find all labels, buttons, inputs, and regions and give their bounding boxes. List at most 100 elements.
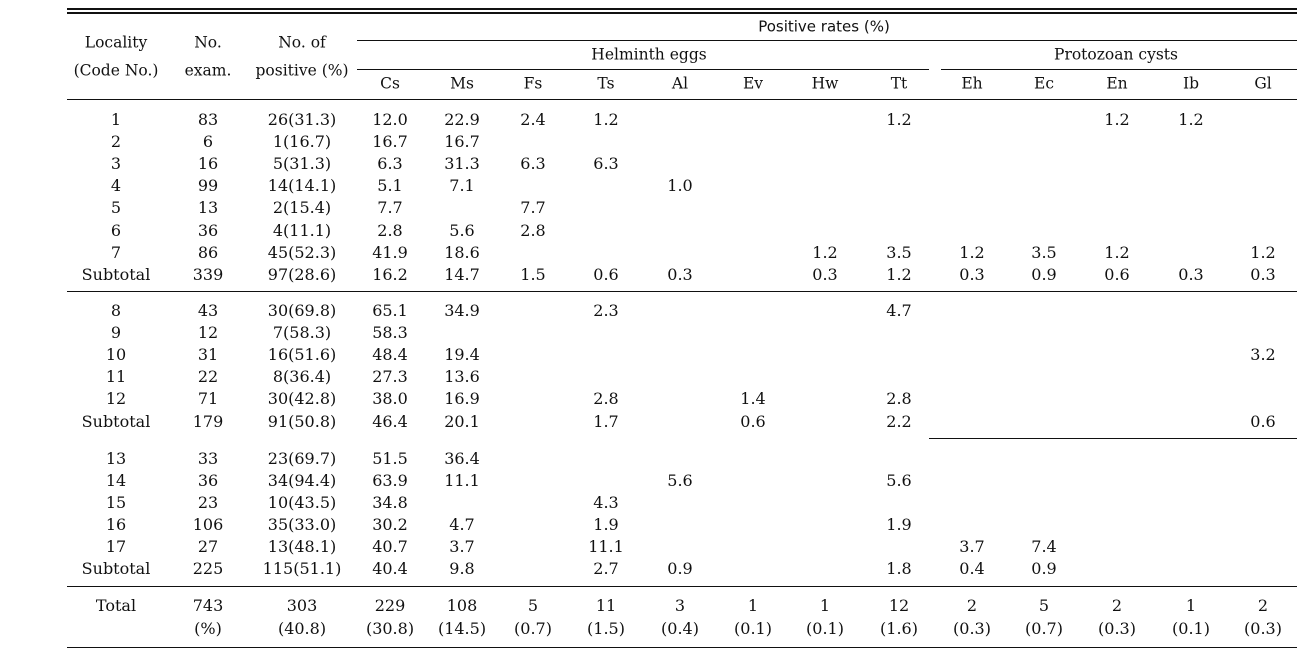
header-protozoan-cysts: Protozoan cysts bbox=[1054, 45, 1178, 64]
exam-count: 22 bbox=[197, 367, 219, 386]
total-percent: (30.8) bbox=[365, 619, 415, 638]
subtotal-rate: 0.3 bbox=[959, 265, 985, 284]
rate-cell: 1.2 bbox=[1250, 243, 1276, 262]
exam-count: 43 bbox=[197, 301, 219, 320]
rate-cell: 27.3 bbox=[372, 367, 408, 386]
exam-count: 12 bbox=[197, 323, 219, 342]
total-percent: (0.3) bbox=[953, 619, 991, 638]
total-percent: (0.1) bbox=[1172, 619, 1210, 638]
total-percent: (0.3) bbox=[1244, 619, 1282, 638]
rate-cell: 3.7 bbox=[959, 537, 985, 556]
header-eh: Eh bbox=[961, 74, 983, 93]
exam-count: 36 bbox=[197, 221, 219, 240]
subtotal-rate: 0.4 bbox=[959, 559, 985, 578]
locality-code: 1 bbox=[110, 110, 122, 129]
header-gl: Gl bbox=[1254, 74, 1272, 93]
exam-count: 36 bbox=[197, 471, 219, 490]
protozoan-group-rule bbox=[929, 438, 1297, 440]
rate-cell: 6.3 bbox=[377, 154, 403, 173]
rate-cell: 1.9 bbox=[886, 515, 912, 534]
exam-count: 33 bbox=[197, 449, 219, 468]
total-percent: (1.6) bbox=[880, 619, 918, 638]
subtotal-rate: 0.9 bbox=[667, 559, 693, 578]
total-percent: (1.5) bbox=[587, 619, 625, 638]
subtotal-rate: 0.3 bbox=[1250, 265, 1276, 284]
total-exam-pct: (%) bbox=[194, 619, 222, 638]
top-double-rule bbox=[67, 12, 1297, 14]
header-tt: Tt bbox=[890, 74, 908, 93]
subtotal-label: Subtotal bbox=[81, 559, 151, 578]
subtotal-rate: 0.3 bbox=[1178, 265, 1204, 284]
subtotal-rate: 0.6 bbox=[1250, 412, 1276, 431]
rate-cell: 40.7 bbox=[372, 537, 408, 556]
rate-cell: 30.2 bbox=[372, 515, 408, 534]
rate-cell: 38.0 bbox=[372, 389, 408, 408]
subtotal-positive: 91(50.8) bbox=[267, 412, 337, 431]
rate-cell: 3.7 bbox=[449, 537, 475, 556]
rate-cell: 41.9 bbox=[372, 243, 408, 262]
rate-cell: 5.6 bbox=[449, 221, 475, 240]
header-locality-code: (Code No.) bbox=[73, 61, 159, 80]
rate-cell: 34.8 bbox=[372, 493, 408, 512]
subtotal-rate: 40.4 bbox=[372, 559, 408, 578]
rate-cell: 7.4 bbox=[1031, 537, 1057, 556]
rate-cell: 58.3 bbox=[372, 323, 408, 342]
subtotal-rate: 0.6 bbox=[740, 412, 766, 431]
total-count: 1 bbox=[747, 596, 759, 615]
rate-cell: 7.7 bbox=[377, 198, 403, 217]
rate-cell: 1.2 bbox=[593, 110, 619, 129]
total-count: 3 bbox=[674, 596, 686, 615]
locality-code: 4 bbox=[110, 176, 122, 195]
rate-cell: 4.3 bbox=[593, 493, 619, 512]
subtotal-rate: 14.7 bbox=[444, 265, 480, 284]
header-fs: Fs bbox=[523, 74, 543, 93]
rate-cell: 2.8 bbox=[593, 389, 619, 408]
group-separator-rule bbox=[67, 586, 1297, 588]
rate-cell: 3.5 bbox=[1031, 243, 1057, 262]
rate-cell: 36.4 bbox=[444, 449, 480, 468]
rate-cell: 11.1 bbox=[588, 537, 624, 556]
parasite-rates-table: Locality (Code No.) No. exam. No. of pos… bbox=[67, 0, 1297, 655]
subtotal-rate: 0.9 bbox=[1031, 265, 1057, 284]
exam-count: 83 bbox=[197, 110, 219, 129]
subtotal-exam: 179 bbox=[192, 412, 224, 431]
total-count: 108 bbox=[446, 596, 478, 615]
rate-cell: 16.7 bbox=[372, 132, 408, 151]
total-count: 2 bbox=[1257, 596, 1269, 615]
rate-cell: 2.3 bbox=[593, 301, 619, 320]
subtotal-rate: 20.1 bbox=[444, 412, 480, 431]
total-count: 229 bbox=[374, 596, 406, 615]
rate-cell: 1.9 bbox=[593, 515, 619, 534]
subtotal-rate: 1.2 bbox=[886, 265, 912, 284]
subtotal-rate: 1.5 bbox=[520, 265, 546, 284]
header-locality: Locality bbox=[84, 33, 148, 52]
total-positive: 303 bbox=[286, 596, 318, 615]
rate-cell: 5.6 bbox=[886, 471, 912, 490]
exam-count: 6 bbox=[202, 132, 214, 151]
subtotal-positive: 97(28.6) bbox=[267, 265, 337, 284]
top-double-rule bbox=[67, 8, 1297, 10]
rate-cell: 1.2 bbox=[1178, 110, 1204, 129]
header-ec: Ec bbox=[1034, 74, 1054, 93]
rate-cell: 7.7 bbox=[520, 198, 546, 217]
positive-count: 5(31.3) bbox=[272, 154, 332, 173]
rate-cell: 3.2 bbox=[1250, 345, 1276, 364]
positive-count: 13(48.1) bbox=[267, 537, 337, 556]
total-count: 1 bbox=[819, 596, 831, 615]
rate-cell: 7.1 bbox=[449, 176, 475, 195]
header-en: En bbox=[1106, 74, 1128, 93]
rate-cell: 1.2 bbox=[812, 243, 838, 262]
total-exam: 743 bbox=[192, 596, 224, 615]
header-helminth-eggs: Helminth eggs bbox=[591, 45, 707, 64]
locality-code: 11 bbox=[105, 367, 127, 386]
subtotal-label: Subtotal bbox=[81, 265, 151, 284]
locality-code: 8 bbox=[110, 301, 122, 320]
locality-code: 2 bbox=[110, 132, 122, 151]
rate-cell: 6.3 bbox=[593, 154, 619, 173]
header-ib: Ib bbox=[1182, 74, 1200, 93]
header-no-exam: exam. bbox=[184, 61, 232, 80]
subtotal-positive: 115(51.1) bbox=[262, 559, 342, 578]
subtotal-rate: 0.6 bbox=[1104, 265, 1130, 284]
group-separator-rule bbox=[67, 291, 1297, 293]
locality-code: 3 bbox=[110, 154, 122, 173]
